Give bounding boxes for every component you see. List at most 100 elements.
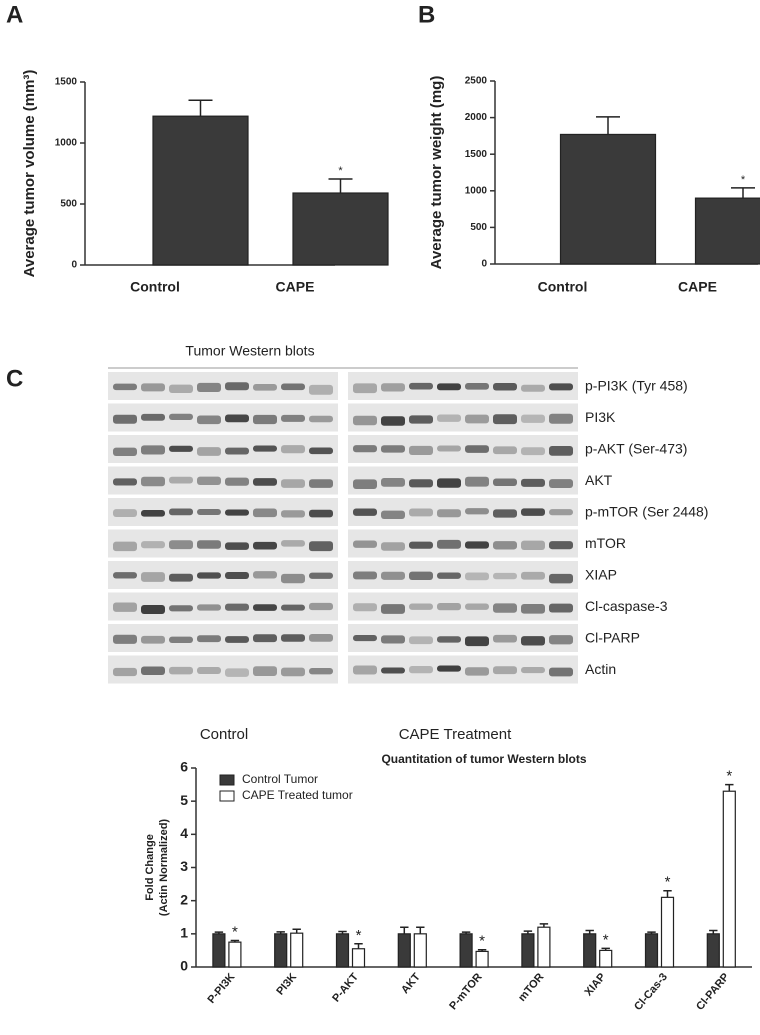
blot-label: Cl-caspase-3 <box>585 598 668 614</box>
bar <box>599 949 613 968</box>
blot-band <box>113 634 137 644</box>
blot-band <box>437 665 461 672</box>
blot-band <box>437 383 461 391</box>
y-tick-label: 4 <box>180 825 188 841</box>
blot-band <box>493 572 517 580</box>
blot-strip <box>348 372 578 400</box>
blot-band <box>493 603 517 613</box>
error-bar <box>596 116 620 135</box>
blot-band <box>409 571 433 580</box>
blot-band <box>197 667 221 675</box>
y-axis-label: Average tumor volume (mm³) <box>21 70 38 278</box>
bar <box>290 932 304 968</box>
error-bar <box>663 889 672 898</box>
blot-band <box>197 540 221 549</box>
blot-band <box>113 509 137 517</box>
blot-band <box>197 635 221 643</box>
bar <box>228 941 242 968</box>
blot-band <box>549 413 573 424</box>
bar <box>660 896 675 968</box>
bar <box>722 790 736 968</box>
blot-band <box>225 572 249 580</box>
bar <box>537 926 551 968</box>
blot-band <box>521 540 545 550</box>
blot-band <box>409 541 433 549</box>
y-tick-label: 6 <box>180 759 188 775</box>
significance: * <box>726 768 732 785</box>
blot-band <box>409 415 433 424</box>
blot-band <box>549 573 573 584</box>
panel-letter: A <box>6 1 23 28</box>
blot-band <box>493 509 517 518</box>
blot-band <box>141 572 165 582</box>
error-bar <box>539 923 549 928</box>
blot-label: p-mTOR (Ser 2448) <box>585 504 708 520</box>
blot-band <box>281 540 305 547</box>
blot-band <box>113 667 137 677</box>
blot-band <box>197 415 221 425</box>
blot-band <box>253 541 277 550</box>
blot-band <box>549 509 573 516</box>
significance: * <box>603 931 609 948</box>
blot-band <box>353 445 377 453</box>
x-tick-label: Cl-Cas-3 <box>632 971 670 1013</box>
blot-band <box>113 478 137 486</box>
bar <box>274 933 288 968</box>
error-bar <box>400 926 409 934</box>
blot-band <box>549 541 573 550</box>
x-tick-label: CAPE <box>678 279 717 295</box>
blot-band <box>437 602 461 611</box>
blot-band <box>381 416 405 426</box>
blot-band <box>253 414 277 425</box>
blot-band <box>141 413 165 421</box>
blot-band <box>521 508 545 516</box>
blot-band <box>281 634 305 642</box>
blot-band <box>437 414 461 422</box>
bar <box>397 933 411 968</box>
blot-band <box>549 603 573 613</box>
y-tick-label: 1000 <box>465 185 488 196</box>
blot-group: Control <box>200 726 248 743</box>
blot-band <box>197 382 221 392</box>
blot-band <box>281 414 305 422</box>
blot-band <box>281 573 305 584</box>
blot-band <box>225 509 249 516</box>
panel-letter: C <box>6 365 23 392</box>
blot-band <box>465 508 489 515</box>
x-tick-label: P-mTOR <box>447 971 484 1012</box>
blot-band <box>225 447 249 455</box>
blot-band <box>253 508 277 518</box>
y-tick-label: 1000 <box>55 138 78 149</box>
blot-label: Actin <box>585 661 616 677</box>
blot-band <box>281 479 305 488</box>
blot-label: p-PI3K (Tyr 458) <box>585 378 688 394</box>
y-tick-label: 0 <box>180 958 188 974</box>
blot-band <box>409 603 433 610</box>
blot-band <box>549 479 573 489</box>
blot-band <box>225 603 249 611</box>
y-tick-label: 500 <box>60 199 77 210</box>
blot-band <box>409 382 433 390</box>
legend-label: CAPE Treated tumor <box>242 788 353 802</box>
blot-band <box>169 508 193 516</box>
blot-band <box>353 571 377 580</box>
blot-band <box>493 446 517 455</box>
blot-band <box>493 414 517 425</box>
error-bar <box>230 939 240 943</box>
significance: * <box>479 933 485 950</box>
blot-band <box>253 604 277 611</box>
blot-band <box>169 666 193 675</box>
y-axis-label: Average tumor weight (mg) <box>428 76 445 270</box>
blot-strip <box>348 561 578 589</box>
blot-band <box>309 572 333 579</box>
blot-band <box>225 414 249 423</box>
blot-band <box>113 414 137 424</box>
blot-band <box>169 413 193 420</box>
bar <box>459 933 473 968</box>
x-tick-label: AKT <box>399 971 423 996</box>
blot-band <box>309 634 333 642</box>
blot-band <box>353 508 377 516</box>
bar <box>413 933 427 968</box>
blot-band <box>493 383 517 391</box>
blot-band <box>353 540 377 548</box>
